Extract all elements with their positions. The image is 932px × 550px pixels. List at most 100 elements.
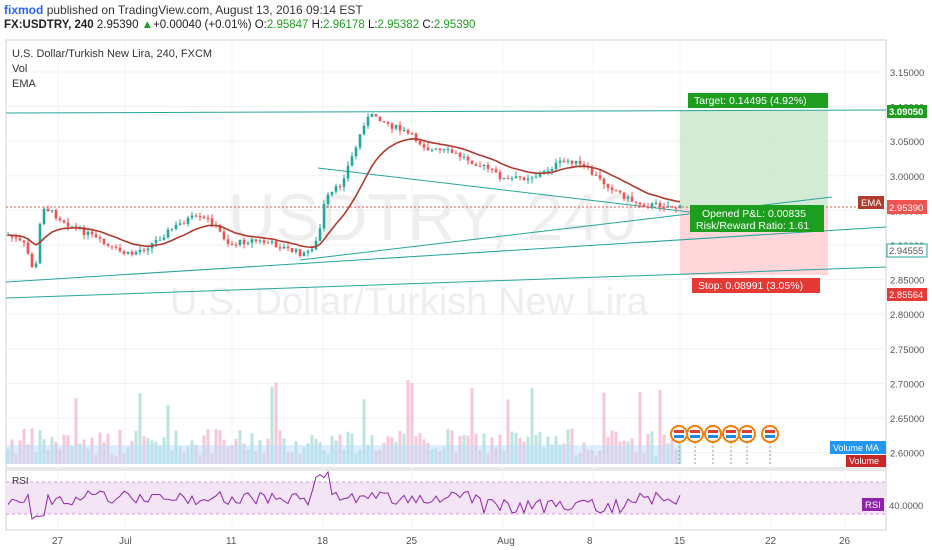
candle-body	[450, 149, 454, 153]
low-value: 2.95382	[377, 19, 420, 31]
candle-body	[258, 240, 262, 242]
candle-body	[314, 240, 318, 250]
stop-label-box[interactable]	[692, 278, 820, 293]
rsi-line[interactable]	[7, 470, 681, 520]
volume-bar	[274, 382, 278, 464]
candle-body	[178, 223, 182, 225]
chart-header: fixmod published on TradingView.com, Aug…	[0, 0, 932, 36]
author-link[interactable]: fixmod	[4, 3, 44, 17]
candle-body	[370, 114, 374, 117]
candle-body	[138, 249, 142, 253]
us-flag-event-icon[interactable]	[722, 425, 740, 443]
candle-body	[218, 225, 222, 232]
candle-body	[326, 194, 330, 205]
ema-tag	[858, 196, 884, 209]
candle-body	[174, 224, 178, 229]
candle-body	[446, 149, 450, 151]
candle-body	[594, 174, 598, 176]
flag-stripe	[690, 435, 700, 438]
price-tick: 2.80000	[890, 310, 924, 321]
candle-body	[74, 226, 78, 228]
rsi-label: RSI	[12, 476, 29, 487]
candle-body	[14, 237, 18, 239]
price-chart[interactable]: USDTRY, 240 U.S. Dollar/Turkish New Lira…	[0, 36, 932, 550]
publish-info: published on TradingView.com, August 13,…	[46, 3, 363, 17]
candle-body	[430, 149, 434, 151]
time-tick: 11	[226, 536, 237, 547]
ema-indicator-label[interactable]: EMA	[12, 78, 36, 90]
vol-indicator-label[interactable]: Vol	[12, 63, 28, 75]
candle-body	[678, 205, 682, 209]
candle-body	[598, 175, 602, 179]
candle-body	[506, 178, 510, 180]
target-label-box[interactable]	[688, 93, 828, 108]
candle-body	[674, 207, 678, 209]
candle-body	[62, 220, 66, 223]
volume-bar	[638, 392, 642, 464]
candle-body	[226, 239, 230, 244]
candle-body	[158, 239, 162, 241]
target-zone[interactable]	[680, 110, 828, 208]
candle-body	[486, 164, 490, 169]
candle-body	[322, 204, 326, 229]
pnl-label-box[interactable]	[690, 205, 824, 232]
price-tick: 2.70000	[890, 379, 924, 390]
volume-bar	[506, 399, 510, 464]
volume-ma-area	[6, 445, 680, 464]
candle-body	[130, 251, 134, 255]
last-price-text: 2.95390	[889, 203, 923, 214]
candle-body	[154, 239, 158, 244]
volume-bar	[602, 392, 606, 464]
ema-line[interactable]	[7, 137, 681, 249]
candle-body	[522, 177, 526, 180]
us-flag-event-icon[interactable]	[761, 425, 779, 443]
close-label: C:	[422, 19, 434, 31]
candle-body	[518, 176, 522, 178]
watermark-name: U.S. Dollar/Turkish New Lira	[170, 281, 649, 323]
candle-body	[614, 190, 618, 192]
event-flags[interactable]	[670, 425, 779, 466]
candle-body	[422, 144, 426, 148]
candle-body	[18, 238, 22, 241]
candle-body	[466, 156, 470, 161]
candle-body	[262, 240, 266, 243]
candle-body	[102, 238, 106, 245]
candle-body	[658, 202, 662, 208]
candle-body	[498, 172, 502, 180]
pane-title: U.S. Dollar/Turkish New Lira, 240, FXCM	[12, 48, 213, 60]
candle-body	[482, 164, 486, 166]
support-line-2[interactable]	[5, 266, 887, 299]
candle-body	[406, 130, 410, 134]
candle-body	[562, 160, 566, 162]
candle-body	[646, 206, 650, 208]
candle-body	[618, 190, 622, 193]
us-flag-event-icon[interactable]	[670, 425, 688, 443]
entry-price-text: 2.94555	[889, 246, 923, 257]
candle-body	[582, 164, 586, 167]
us-flag-event-icon[interactable]	[686, 425, 704, 443]
candle-body	[286, 246, 290, 249]
falling-trendline[interactable]	[317, 167, 691, 213]
candle-body	[514, 176, 518, 179]
flag-stripe	[765, 430, 775, 433]
candle-body	[186, 217, 190, 224]
us-flag-event-icon[interactable]	[738, 425, 756, 443]
flag-stripe	[765, 435, 775, 438]
last-price: 2.95390	[96, 19, 139, 31]
high-value: 2.96178	[323, 19, 365, 31]
candle-body	[374, 114, 378, 117]
support-line-1[interactable]	[5, 226, 887, 283]
flag-stripe	[690, 430, 700, 433]
candle-body	[134, 252, 138, 255]
stop-price-tag	[887, 288, 927, 301]
candle-body	[434, 148, 438, 150]
candle-body	[630, 196, 634, 202]
candle-body	[194, 215, 198, 217]
candle-body	[66, 222, 70, 227]
candle-body	[538, 174, 542, 177]
flag-stripe	[674, 435, 684, 438]
us-flag-event-icon[interactable]	[704, 425, 722, 443]
upper-channel-line[interactable]	[5, 109, 887, 114]
candle-body	[414, 133, 418, 142]
time-tick: 8	[587, 536, 593, 547]
